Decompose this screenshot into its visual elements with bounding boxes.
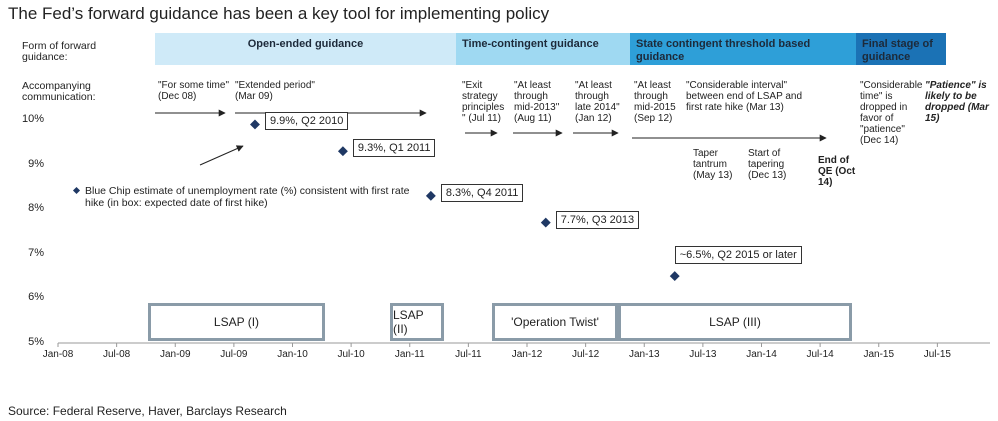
y-tick-label: 9% bbox=[28, 157, 44, 170]
row-label: Accompanying communication: bbox=[22, 80, 96, 103]
arrow bbox=[199, 145, 244, 166]
legend-label: Blue Chip estimate of unemployment rate … bbox=[85, 185, 410, 209]
source: Source: Federal Reserve, Haver, Barclays… bbox=[8, 404, 287, 418]
data-point bbox=[337, 146, 348, 157]
x-tick-label: Jul-10 bbox=[337, 349, 365, 360]
x-tick-label: Jan-10 bbox=[277, 349, 308, 360]
event: Start of tapering (Dec 13) bbox=[748, 148, 787, 181]
x-tick-label: Jan-08 bbox=[42, 349, 74, 360]
phase-header: Open-ended guidance bbox=[155, 33, 456, 65]
x-tick-label: Jul-12 bbox=[572, 349, 600, 360]
program-box: LSAP (II) bbox=[390, 303, 444, 341]
point-label: 7.7%, Q3 2013 bbox=[555, 210, 640, 229]
x-tick-label: Jul-14 bbox=[806, 349, 834, 360]
event: Taper tantrum (May 13) bbox=[693, 148, 733, 181]
communication: "At least through mid-2013" (Aug 11) bbox=[514, 80, 560, 124]
x-tick-label: Jan-14 bbox=[746, 349, 777, 360]
program-box: LSAP (I) bbox=[148, 303, 325, 341]
communication: "For some time" (Dec 08) bbox=[158, 80, 230, 102]
phase-header: State contingent threshold based guidanc… bbox=[630, 33, 856, 65]
y-tick-label: 10% bbox=[21, 113, 44, 125]
program-box: 'Operation Twist' bbox=[492, 303, 618, 341]
x-tick-label: Jul-08 bbox=[103, 349, 131, 360]
x-tick-label: Jul-13 bbox=[689, 349, 717, 360]
x-tick-label: Jan-11 bbox=[394, 349, 425, 360]
x-tick-label: Jul-09 bbox=[220, 349, 248, 360]
communication: "At least through mid-2015 (Sep 12) bbox=[634, 80, 676, 124]
x-tick-label: Jan-13 bbox=[628, 349, 660, 360]
legend-marker bbox=[72, 186, 81, 195]
x-tick-label: Jul-11 bbox=[455, 349, 482, 360]
event: End of QE (Oct 14) bbox=[818, 155, 856, 188]
x-tick-label: Jan-09 bbox=[159, 349, 191, 360]
x-tick-label: Jul-15 bbox=[923, 349, 951, 360]
communication: "Considerable interval" between end of L… bbox=[686, 80, 803, 113]
data-point bbox=[540, 217, 551, 228]
x-tick-label: Jan-12 bbox=[511, 349, 543, 360]
y-tick-label: 5% bbox=[28, 336, 44, 348]
point-label: 9.9%, Q2 2010 bbox=[264, 112, 349, 131]
y-tick-label: 7% bbox=[28, 246, 44, 259]
point-label: 9.3%, Q1 2011 bbox=[352, 139, 436, 158]
point-label: 8.3%, Q4 2011 bbox=[440, 183, 524, 202]
title: The Fed’s forward guidance has been a ke… bbox=[8, 4, 550, 23]
point-label: ~6.5%, Q2 2015 or later bbox=[674, 246, 802, 265]
communication: "Patience" is likely to be dropped (Mar … bbox=[925, 80, 989, 124]
communication: "At least through late 2014" (Jan 12) bbox=[575, 80, 620, 124]
y-tick-label: 6% bbox=[28, 291, 44, 304]
data-point bbox=[669, 271, 680, 282]
phase-header: Final stage of guidance bbox=[856, 33, 946, 65]
data-point bbox=[425, 190, 436, 201]
communication: "Extended period" (Mar 09) bbox=[235, 80, 315, 102]
data-point bbox=[250, 119, 260, 130]
y-tick-label: 8% bbox=[28, 202, 44, 215]
communication: "Exit strategy principles " (Jul 11) bbox=[462, 80, 505, 124]
communication: "Considerable time" is dropped in favor … bbox=[860, 80, 923, 146]
row-label: Form of forward guidance: bbox=[22, 40, 97, 63]
phase-header: Time-contingent guidance bbox=[456, 33, 630, 65]
x-tick-label: Jan-15 bbox=[863, 349, 895, 360]
program-box: LSAP (III) bbox=[618, 303, 852, 341]
